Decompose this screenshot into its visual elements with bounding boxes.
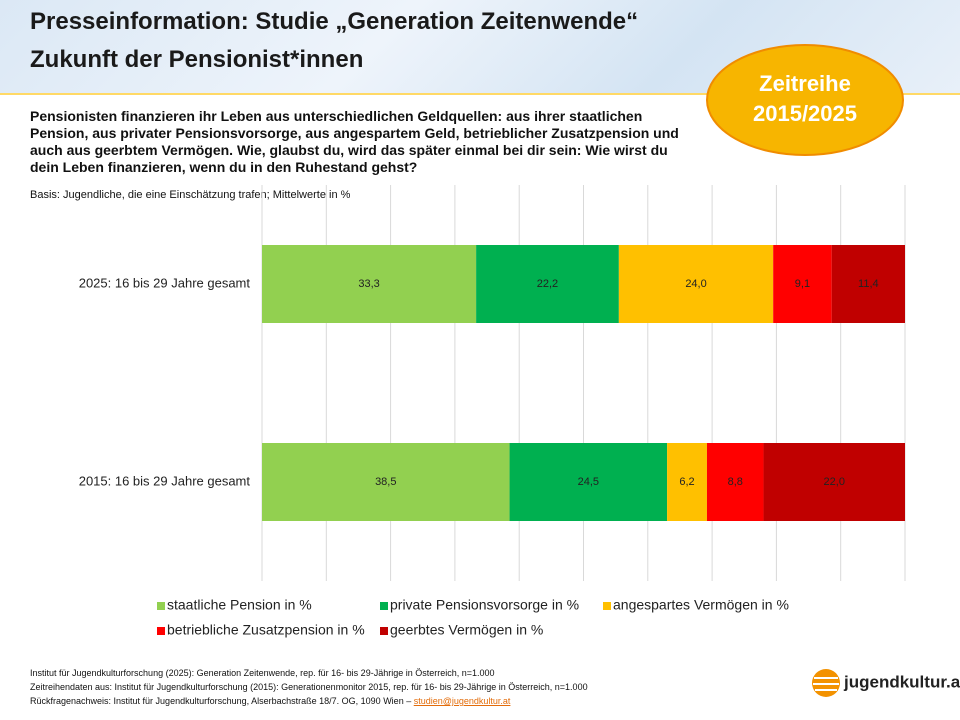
legend-swatch xyxy=(380,602,388,610)
value-label: 8,8 xyxy=(728,476,743,488)
legend-label: staatliche Pension in % xyxy=(167,597,312,613)
email-link[interactable]: studien@jugendkultur.at xyxy=(413,696,511,706)
legend-swatch xyxy=(157,627,165,635)
legend-swatch xyxy=(380,627,388,635)
value-label: 22,2 xyxy=(537,278,558,290)
legend-label: betriebliche Zusatzpension in % xyxy=(167,622,365,638)
question: Pensionisten finanzieren ihr Leben aus u… xyxy=(30,108,679,175)
bar-segment xyxy=(706,443,764,521)
logo-text: jugendkultur.at xyxy=(843,672,960,691)
logo: jugendkultur.at xyxy=(812,669,960,697)
legend-swatch xyxy=(603,602,611,610)
value-label: 33,3 xyxy=(358,278,379,290)
y-tick-label: 2025: 16 bis 29 Jahre gesamt xyxy=(79,275,251,290)
bar-segment xyxy=(667,443,707,521)
value-label: 22,0 xyxy=(824,476,845,488)
y-tick-label: 2015: 16 bis 29 Jahre gesamt xyxy=(79,473,251,488)
value-label: 11,4 xyxy=(858,278,879,290)
value-label: 9,1 xyxy=(795,278,810,290)
legend-swatch xyxy=(157,602,165,610)
value-label: 24,0 xyxy=(685,278,706,290)
legend-label: geerbtes Vermögen in % xyxy=(390,622,543,638)
badge xyxy=(706,44,904,156)
footnote: Institut für Jugendkulturforschung (2025… xyxy=(30,668,495,678)
legend-label: private Pensionsvorsorge in % xyxy=(390,597,579,613)
bar-segment xyxy=(618,245,774,323)
bar-segment xyxy=(509,443,668,521)
footnote-text: Rückfragenachweis: Institut für Jugendku… xyxy=(30,696,412,706)
value-label: 24,5 xyxy=(578,476,599,488)
bar-segment xyxy=(476,245,619,323)
footnote: Rückfragenachweis: Institut für Jugendku… xyxy=(30,696,510,706)
bar-segment xyxy=(262,245,477,323)
bar-segment xyxy=(831,245,905,323)
bar-segment xyxy=(262,443,510,521)
value-label: 38,5 xyxy=(375,476,396,488)
bar-segment xyxy=(773,245,832,323)
bar-segment xyxy=(763,443,905,521)
footnote: Zeitreihendaten aus: Institut für Jugend… xyxy=(30,682,588,692)
title-line: Zukunft der Pensionist*innen xyxy=(30,46,364,73)
value-label: 6,2 xyxy=(679,476,694,488)
basis-note: Basis: Jugendliche, die eine Einschätzun… xyxy=(30,189,351,201)
badge-text: Zeitreihe xyxy=(759,71,851,96)
badge-text: 2015/2025 xyxy=(753,101,857,126)
title-line: Presseinformation: Studie „Generation Ze… xyxy=(30,8,639,35)
legend-label: angespartes Vermögen in % xyxy=(613,597,789,613)
